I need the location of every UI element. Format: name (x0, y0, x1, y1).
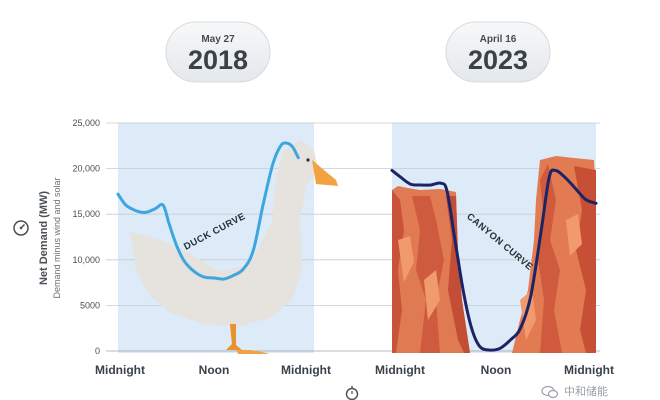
badge-year-2018: 2018 (188, 45, 248, 75)
y-tick-label: 5000 (80, 300, 100, 310)
x-axis-ticks: Midnight Noon Midnight Midnight Noon Mid… (95, 363, 614, 377)
y-tick-label: 25,000 (72, 118, 100, 128)
date-badge-2018: May 27 2018 (165, 21, 271, 83)
badge-date-2018: May 27 (201, 34, 235, 45)
wechat-logo-icon (541, 385, 559, 399)
x-tick-label: Midnight (281, 363, 331, 377)
x-tick-label: Noon (481, 363, 512, 377)
duck-illustration (130, 140, 338, 354)
y-tick-label: 15,000 (72, 209, 100, 219)
watermark-text: 中和储能 (564, 384, 608, 398)
series-points-2018 (117, 143, 299, 280)
y-tick-label: 20,000 (72, 164, 100, 174)
x-tick-label: Noon (199, 363, 230, 377)
x-tick-label: Midnight (95, 363, 145, 377)
series-line-2018 (116, 141, 300, 281)
badge-date-2023: April 16 (480, 34, 517, 45)
gauge-icon (13, 220, 29, 236)
badge-year-2023: 2023 (468, 45, 528, 75)
x-tick-label: Midnight (375, 363, 425, 377)
y-axis-title: Net Demand (MW) (38, 191, 50, 285)
watermark: 中和储能 (541, 384, 608, 399)
y-tick-label: 0 (95, 346, 100, 356)
y-axis-subtitle: Demand minus wind and solar (52, 177, 62, 298)
stopwatch-icon (345, 386, 359, 400)
series-points-2023 (391, 170, 597, 351)
y-axis-ticks: 25,000 20,000 15,000 10,000 5000 0 (72, 118, 100, 356)
y-tick-label: 10,000 (72, 255, 100, 265)
x-tick-label: Midnight (564, 363, 614, 377)
date-badge-2023: April 16 2023 (445, 21, 551, 83)
